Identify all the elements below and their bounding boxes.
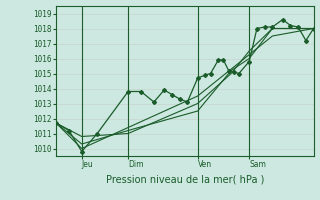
X-axis label: Pression niveau de la mer( hPa ): Pression niveau de la mer( hPa ) (106, 175, 264, 185)
